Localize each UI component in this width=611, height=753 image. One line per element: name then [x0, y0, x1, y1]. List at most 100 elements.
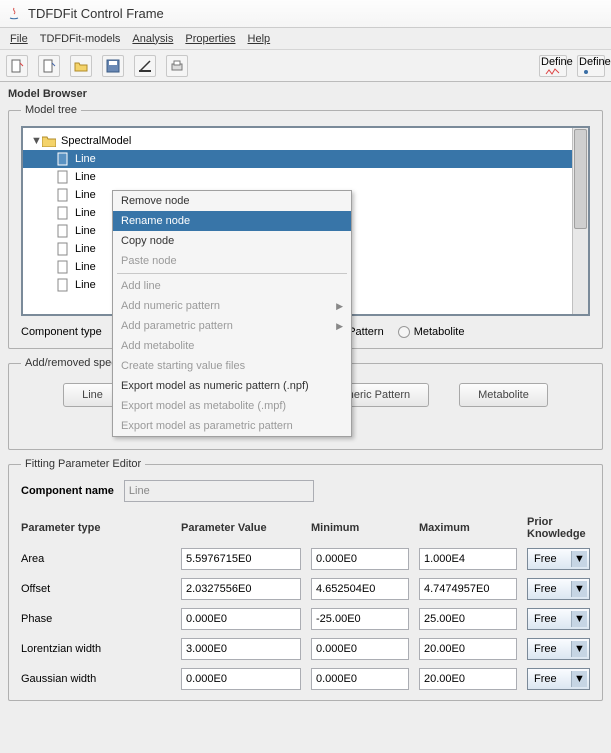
tool-new[interactable]: [6, 55, 28, 77]
metabolite-button[interactable]: Metabolite: [459, 383, 548, 407]
folder-icon: [41, 134, 57, 148]
component-name-row: Component name: [21, 480, 590, 502]
window-title: TDFDFit Control Frame: [28, 6, 164, 21]
prior-value: Free: [534, 583, 557, 595]
tool-print[interactable]: [166, 55, 188, 77]
param-max-field[interactable]: [419, 548, 517, 570]
tree-item-label: Line: [75, 261, 96, 273]
submenu-arrow-icon: ▶: [336, 321, 343, 332]
param-min-field[interactable]: [311, 638, 409, 660]
prior-combo[interactable]: Free▼: [527, 638, 590, 660]
prior-value: Free: [534, 643, 557, 655]
tool-new2[interactable]: [38, 55, 60, 77]
param-max-field[interactable]: [419, 578, 517, 600]
ctx-export-mpf: Export model as metabolite (.mpf): [113, 396, 351, 416]
radio-metabolite[interactable]: Metabolite: [398, 326, 465, 338]
toolbar: Define Define: [0, 50, 611, 82]
menu-models-label: TDFDFit-models: [40, 33, 121, 45]
param-min-field[interactable]: [311, 548, 409, 570]
component-name-label: Component name: [21, 485, 114, 497]
hdr-max: Maximum: [419, 522, 517, 534]
file-icon: [55, 170, 71, 184]
param-max-field[interactable]: [419, 668, 517, 690]
param-val-field[interactable]: [181, 608, 301, 630]
chevron-down-icon: ▼: [571, 671, 587, 687]
file-icon: [55, 188, 71, 202]
tool-define2-label: Define: [579, 56, 611, 68]
file-icon: [55, 242, 71, 256]
component-type-label: Component type: [21, 326, 102, 338]
tool-open[interactable]: [70, 55, 92, 77]
fitting-legend: Fitting Parameter Editor: [21, 458, 145, 470]
ctx-add-parametric: Add parametric pattern ▶: [113, 316, 351, 336]
param-name: Lorentzian width: [21, 643, 171, 655]
file-icon: [55, 260, 71, 274]
model-tree-legend: Model tree: [21, 104, 81, 116]
ctx-add-line: Add line: [113, 276, 351, 296]
submenu-arrow-icon: ▶: [336, 301, 343, 312]
hdr-min: Minimum: [311, 522, 409, 534]
chevron-down-icon: ▼: [571, 551, 587, 567]
tree-item[interactable]: Line: [23, 168, 572, 186]
param-min-field[interactable]: [311, 668, 409, 690]
ctx-export-parametric: Export model as parametric pattern: [113, 416, 351, 436]
menu-properties[interactable]: Properties: [181, 31, 239, 47]
param-val-field[interactable]: [181, 638, 301, 660]
ctx-rename-node[interactable]: Rename node: [113, 211, 351, 231]
param-min-field[interactable]: [311, 578, 409, 600]
tool-define2[interactable]: Define: [577, 55, 605, 77]
param-name: Area: [21, 553, 171, 565]
fitting-group: Fitting Parameter Editor Component name …: [8, 458, 603, 701]
chevron-down-icon: ▼: [571, 581, 587, 597]
prior-combo[interactable]: Free▼: [527, 548, 590, 570]
chevron-down-icon: ▼: [571, 611, 587, 627]
expand-icon[interactable]: ▼: [31, 135, 41, 147]
prior-value: Free: [534, 613, 557, 625]
ctx-add-numeric: Add numeric pattern▶: [113, 296, 351, 316]
context-menu: Remove node Rename node Copy node Paste …: [112, 190, 352, 437]
tool-save[interactable]: [102, 55, 124, 77]
titlebar: TDFDFit Control Frame: [0, 0, 611, 28]
tree-scrollbar[interactable]: [572, 128, 588, 314]
prior-combo[interactable]: Free ▼: [527, 578, 590, 600]
file-icon: [55, 224, 71, 238]
menu-properties-label: Properties: [185, 33, 235, 45]
menu-help-label: Help: [248, 33, 271, 45]
ctx-copy-node[interactable]: Copy node: [113, 231, 351, 251]
hdr-pval: Parameter Value: [181, 522, 301, 534]
param-val-field[interactable]: [181, 548, 301, 570]
param-val-field[interactable]: [181, 668, 301, 690]
param-name: Gaussian width: [21, 673, 171, 685]
menu-models[interactable]: TDFDFit-models: [36, 31, 125, 47]
param-val-field[interactable]: [181, 578, 301, 600]
menu-analysis[interactable]: Analysis: [128, 31, 177, 47]
menu-help[interactable]: Help: [244, 31, 275, 47]
ctx-separator: [117, 273, 347, 274]
ctx-export-npf[interactable]: Export model as numeric pattern (.npf): [113, 376, 351, 396]
prior-combo[interactable]: Free▼: [527, 668, 590, 690]
tree-item[interactable]: Line: [23, 150, 572, 168]
tree-root[interactable]: ▼ SpectralModel: [23, 132, 572, 150]
menu-file-label: File: [10, 33, 28, 45]
file-icon: [55, 206, 71, 220]
tool-define1[interactable]: Define: [539, 55, 567, 77]
hdr-prior: Prior Knowledge: [527, 516, 590, 540]
menu-analysis-label: Analysis: [132, 33, 173, 45]
tree-item-label: Line: [75, 243, 96, 255]
tool-delete[interactable]: [134, 55, 156, 77]
ctx-remove-node[interactable]: Remove node: [113, 191, 351, 211]
param-max-field[interactable]: [419, 608, 517, 630]
tree-root-label: SpectralModel: [61, 135, 131, 147]
param-max-field[interactable]: [419, 638, 517, 660]
param-min-field[interactable]: [311, 608, 409, 630]
prior-combo[interactable]: Free ▼: [527, 608, 590, 630]
tree-item-label: Line: [75, 207, 96, 219]
scroll-thumb[interactable]: [574, 129, 587, 229]
param-name: Offset: [21, 583, 171, 595]
menu-file[interactable]: File: [6, 31, 32, 47]
ctx-add-parametric-label: Add parametric pattern: [121, 320, 233, 332]
ctx-create-starting: Create starting value files: [113, 356, 351, 376]
file-icon: [55, 152, 71, 166]
ctx-add-metabolite: Add metabolite: [113, 336, 351, 356]
ctx-paste-node: Paste node: [113, 251, 351, 271]
